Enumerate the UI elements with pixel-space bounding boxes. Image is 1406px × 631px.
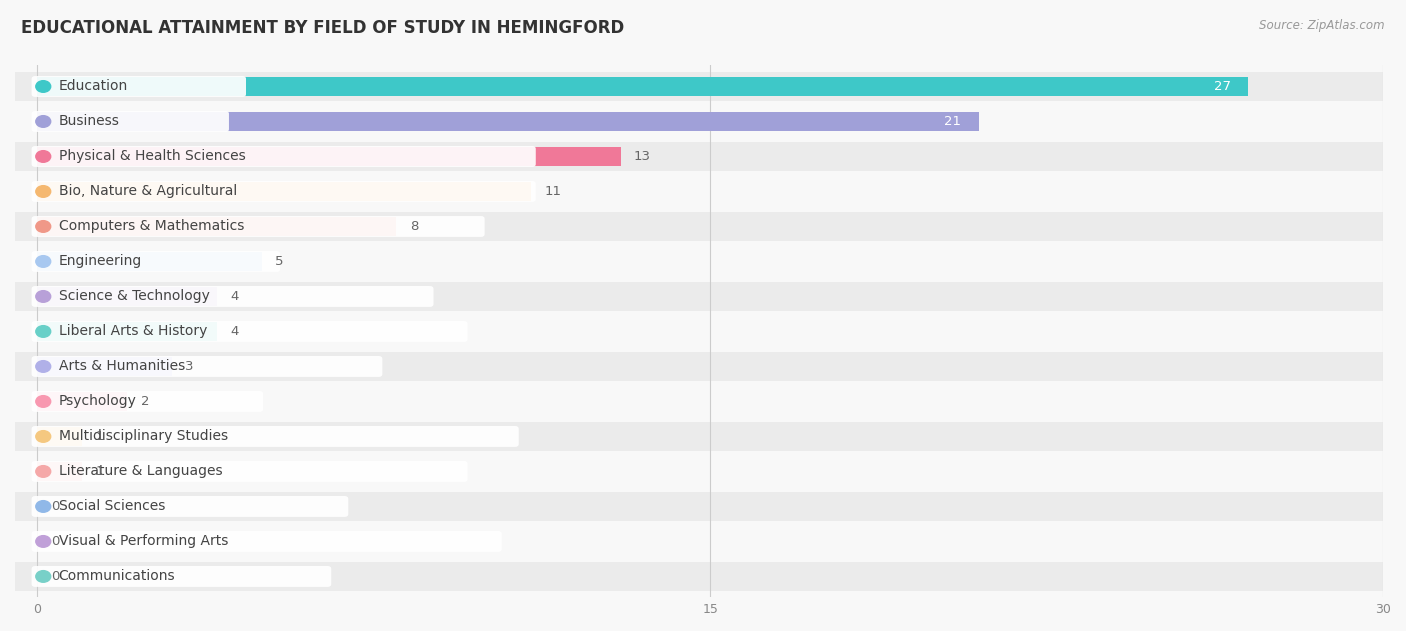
Text: 4: 4 <box>231 290 239 303</box>
Circle shape <box>35 466 51 477</box>
Circle shape <box>35 115 51 127</box>
Text: 0: 0 <box>51 535 59 548</box>
Bar <box>38 217 396 235</box>
Bar <box>38 427 83 445</box>
Text: Bio, Nature & Agricultural: Bio, Nature & Agricultural <box>59 184 236 199</box>
Text: 4: 4 <box>231 325 239 338</box>
Bar <box>38 392 127 411</box>
FancyBboxPatch shape <box>31 111 229 132</box>
Circle shape <box>35 326 51 338</box>
FancyBboxPatch shape <box>31 426 519 447</box>
Text: 1: 1 <box>96 465 104 478</box>
Text: Business: Business <box>59 114 120 129</box>
Text: 1: 1 <box>96 430 104 443</box>
FancyBboxPatch shape <box>31 216 485 237</box>
Text: 8: 8 <box>409 220 418 233</box>
Text: Physical & Health Sciences: Physical & Health Sciences <box>59 150 245 163</box>
Circle shape <box>35 396 51 407</box>
Text: Education: Education <box>59 80 128 93</box>
Text: 2: 2 <box>141 395 149 408</box>
Text: Liberal Arts & History: Liberal Arts & History <box>59 324 207 338</box>
Bar <box>38 357 172 375</box>
Text: Computers & Mathematics: Computers & Mathematics <box>59 220 243 233</box>
Bar <box>0 281 1406 311</box>
Text: 5: 5 <box>276 255 284 268</box>
Circle shape <box>35 221 51 232</box>
FancyBboxPatch shape <box>31 181 536 202</box>
Circle shape <box>35 430 51 442</box>
FancyBboxPatch shape <box>31 356 382 377</box>
FancyBboxPatch shape <box>31 286 433 307</box>
Text: Social Sciences: Social Sciences <box>59 500 165 514</box>
Text: Arts & Humanities: Arts & Humanities <box>59 360 184 374</box>
Bar <box>0 527 1406 557</box>
Text: Psychology: Psychology <box>59 394 136 408</box>
FancyBboxPatch shape <box>31 146 536 167</box>
Bar <box>0 351 1406 381</box>
Bar <box>0 247 1406 276</box>
FancyBboxPatch shape <box>31 251 280 272</box>
FancyBboxPatch shape <box>31 531 502 552</box>
Text: 27: 27 <box>1213 80 1230 93</box>
Bar <box>38 287 217 305</box>
FancyBboxPatch shape <box>31 321 468 342</box>
Bar <box>0 107 1406 136</box>
Circle shape <box>35 256 51 268</box>
Bar <box>0 71 1406 102</box>
Bar <box>38 252 262 271</box>
Text: Science & Technology: Science & Technology <box>59 290 209 304</box>
Circle shape <box>35 151 51 162</box>
FancyBboxPatch shape <box>31 76 246 97</box>
Text: Source: ZipAtlas.com: Source: ZipAtlas.com <box>1260 19 1385 32</box>
Circle shape <box>35 81 51 92</box>
Bar <box>38 78 1249 95</box>
Bar <box>38 322 217 341</box>
Text: Multidisciplinary Studies: Multidisciplinary Studies <box>59 430 228 444</box>
Bar <box>0 387 1406 416</box>
Text: 3: 3 <box>186 360 194 373</box>
Text: Literature & Languages: Literature & Languages <box>59 464 222 478</box>
Circle shape <box>35 361 51 372</box>
Circle shape <box>35 500 51 512</box>
FancyBboxPatch shape <box>31 566 332 587</box>
Bar <box>0 177 1406 206</box>
Bar <box>0 422 1406 451</box>
Bar <box>38 148 620 165</box>
Text: Engineering: Engineering <box>59 254 142 268</box>
Bar <box>0 141 1406 172</box>
Bar <box>38 463 83 481</box>
Circle shape <box>35 536 51 547</box>
Text: Visual & Performing Arts: Visual & Performing Arts <box>59 534 228 548</box>
Text: 21: 21 <box>945 115 962 128</box>
Circle shape <box>35 570 51 582</box>
Bar <box>0 492 1406 521</box>
Text: 13: 13 <box>634 150 651 163</box>
Text: Communications: Communications <box>59 569 176 584</box>
Bar <box>0 211 1406 241</box>
Bar <box>38 182 531 201</box>
FancyBboxPatch shape <box>31 461 468 482</box>
FancyBboxPatch shape <box>31 391 263 412</box>
FancyBboxPatch shape <box>31 496 349 517</box>
Circle shape <box>35 291 51 302</box>
Bar <box>0 457 1406 487</box>
Bar <box>0 317 1406 346</box>
Text: EDUCATIONAL ATTAINMENT BY FIELD OF STUDY IN HEMINGFORD: EDUCATIONAL ATTAINMENT BY FIELD OF STUDY… <box>21 19 624 37</box>
Circle shape <box>35 186 51 198</box>
Text: 0: 0 <box>51 500 59 513</box>
Text: 11: 11 <box>544 185 561 198</box>
Bar <box>0 562 1406 591</box>
Text: 0: 0 <box>51 570 59 583</box>
Bar <box>38 112 980 131</box>
